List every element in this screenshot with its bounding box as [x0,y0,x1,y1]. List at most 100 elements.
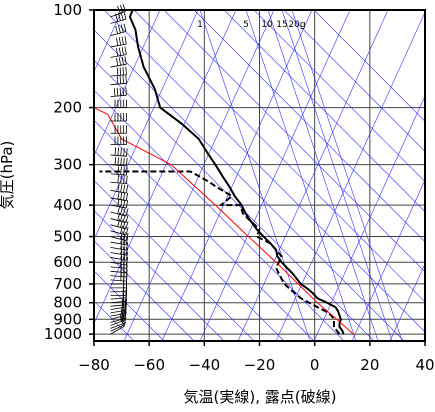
wind-barb [110,112,127,122]
wind-barb-flag [120,231,123,240]
x-tick-label: −20 [244,356,276,374]
wind-barb-flag [122,315,126,324]
y-axis-title: 気圧(hPa) [0,141,16,210]
wind-barb-flag [125,257,129,266]
wind-barb-flag [117,191,120,200]
wind-barb-staff [110,304,127,307]
wind-barb-flag [126,175,128,184]
isotherm-line [389,263,425,341]
reference-line [94,107,354,335]
x-axis-title: 気温(実線), 露点(破線) [184,388,337,406]
wind-barb [110,235,129,246]
wind-barb-flag [125,192,129,201]
wind-barb-flag [122,67,125,76]
y-tick-label: 200 [53,99,82,117]
mixing-ratio-line [267,10,379,341]
wind-barb-flag [120,147,122,156]
wind-barb-flag [117,198,120,207]
wind-barb-flag [115,25,119,34]
reference-lines [94,10,425,341]
x-tick-label: −40 [189,356,221,374]
wind-barb-flag [123,148,125,157]
wind-barb-staff [110,241,127,246]
wind-barb-flag [117,12,121,21]
y-tick-label: 300 [53,156,82,174]
y-tick-label: 900 [53,310,82,328]
dry-adiabat-line [94,119,315,341]
wind-barb [110,225,129,236]
wind-barb-flag [120,311,124,320]
wind-barbs [110,3,129,335]
wind-barb [110,136,127,145]
wind-barb-staff [110,300,127,304]
wind-barb [110,23,127,37]
wind-barb-flag [119,316,124,325]
y-tick-label: 800 [53,294,82,312]
isotherm-line [275,11,425,341]
mixing-ratio-label: 15 [276,20,287,30]
x-tick-label: 40 [415,356,434,374]
wind-barb-flag [117,157,119,166]
wind-barb-staff [110,230,127,236]
dry-adiabat-line [253,10,425,182]
mixing-ratio-label: 10 [261,20,273,30]
wind-barb-flag [118,47,122,56]
wind-barb-flag [123,256,126,265]
wind-barb [110,46,127,58]
wind-barb-staff [110,211,127,217]
wind-barb [110,241,129,251]
wind-barb-flag [116,57,119,66]
wind-barb [110,166,128,176]
wind-barb-flag [123,23,127,32]
wind-barb-flag [120,166,122,175]
wind-barb-staff [110,257,127,261]
wind-barb-flag [126,158,128,167]
dry-adiabat-line [94,210,225,341]
wind-barb-staff [110,252,127,256]
wind-barb [110,66,127,77]
isotherm-line [199,10,351,341]
mixing-ratio-line [245,10,357,341]
wind-barb-staff [110,309,127,314]
grid [94,10,425,341]
wind-barb-flag [120,157,122,166]
wind-barb-flag [125,227,129,236]
wind-barb-flag [116,67,119,76]
wind-barb-flag [123,199,126,208]
dry-adiabat-line [94,149,285,341]
wind-barb-staff [110,31,127,37]
wind-barb-staff [110,261,127,266]
wind-barb-flag [126,148,128,157]
wind-barb-staff [110,325,125,335]
wind-barb-flag [125,232,129,241]
wind-barb-flag [122,207,126,216]
wind-barb-flag [125,221,129,230]
dewpoint-line [99,170,341,335]
wind-barb-flag [122,87,125,96]
wind-barb-flag [123,166,125,175]
wind-barb [110,298,127,310]
y-tick-label: 400 [53,196,82,214]
wind-barb [110,56,127,68]
isotherm-line [94,10,161,157]
wind-barb [110,302,127,314]
y-tick-label: 500 [53,228,82,246]
wind-barb-flag [121,36,124,45]
wind-barb-flag [117,218,121,227]
wind-barb-staff [110,246,127,251]
wind-barb-staff [110,18,127,24]
wind-barb-staff [110,312,127,317]
wind-barb [110,183,129,194]
dry-adiabat-line [94,29,405,341]
wind-barb-staff [110,164,127,167]
isotherm-line [94,10,237,325]
wind-barb-flag [117,183,120,192]
wind-barb-flag [121,299,124,308]
wind-barb-flag [120,12,124,21]
y-tick-label: 1000 [44,325,82,343]
wind-barb-staff [110,154,127,157]
wind-barb [110,246,129,256]
wind-barb-flag [121,302,124,311]
wind-barb-flag [121,56,124,65]
wind-barb-flag [114,147,117,156]
